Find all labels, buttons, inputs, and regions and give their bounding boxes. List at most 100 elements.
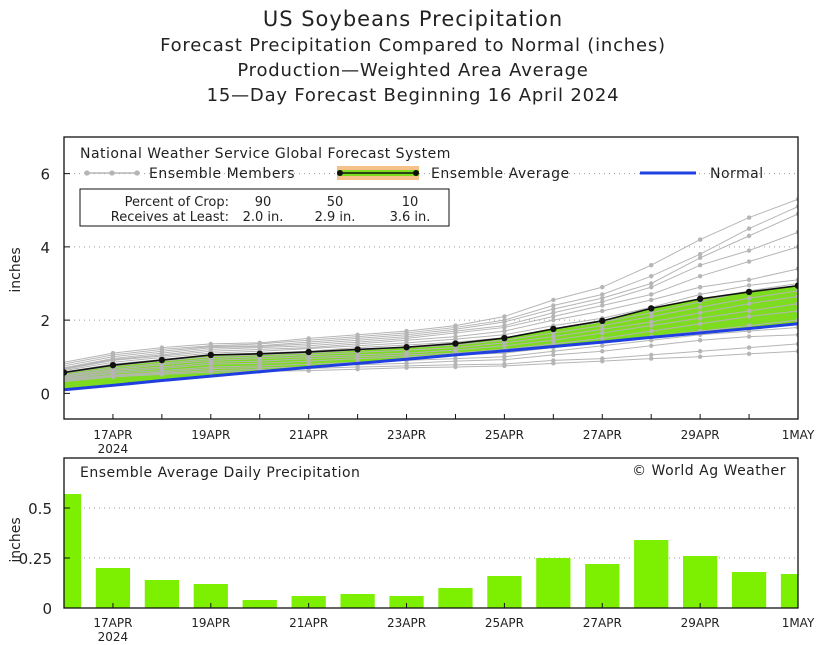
- bottom-x-tick-label: 17APR: [93, 616, 132, 630]
- daily-precip-bar: [487, 576, 522, 608]
- chart-titles: US Soybeans Precipitation Forecast Preci…: [0, 6, 826, 108]
- bottom-x-tick-label: 1MAY: [782, 616, 815, 630]
- legend-members-dot: [109, 170, 115, 176]
- crop-percent-90: 90: [255, 195, 272, 210]
- ensemble-member-point: [746, 345, 752, 350]
- ensemble-member-line: [64, 310, 798, 378]
- top-x-tick-label: 25APR: [485, 428, 524, 442]
- ensemble-member-point: [649, 343, 654, 348]
- crop-amount-10: 3.6 in.: [390, 210, 431, 225]
- ensemble-member-line: [64, 295, 798, 376]
- ensemble-average-point: [305, 348, 312, 356]
- ensemble-member-line: [64, 350, 798, 383]
- bottom-x-tick-label: 23APR: [387, 616, 426, 630]
- ensemble-member-line: [64, 343, 798, 382]
- ensemble-member-point: [649, 356, 654, 361]
- bottom-y-tick-label: 0.5: [28, 500, 52, 518]
- ensemble-average-point: [648, 305, 655, 312]
- bottom-x-tick-label: 29APR: [681, 616, 720, 630]
- ensemble-member-point: [746, 314, 752, 319]
- ensemble-member-point: [697, 262, 703, 268]
- ensemble-member-point: [649, 281, 654, 286]
- ensemble-member-point: [600, 284, 605, 290]
- legend-ensemble-members: Ensemble Members: [84, 166, 294, 182]
- daily-bars: [64, 494, 798, 608]
- ensemble-member-point: [551, 334, 556, 339]
- ensemble-member-point: [649, 323, 654, 328]
- top-x-tick-label: 19APR: [191, 428, 230, 442]
- ensemble-member-point: [551, 352, 556, 358]
- ensemble-member-line: [64, 334, 798, 380]
- legend-average-dot: [413, 170, 419, 176]
- chart-title: US Soybeans Precipitation: [262, 7, 564, 31]
- legend-ensemble-average: Ensemble Average: [337, 166, 570, 182]
- daily-precip-bar: [634, 540, 669, 608]
- ensemble-member-point: [697, 354, 703, 359]
- legend-members-dot: [134, 170, 140, 176]
- ensemble-member-point: [600, 343, 605, 348]
- ensemble-average-point: [403, 344, 410, 351]
- ensemble-member-point: [649, 338, 654, 343]
- ensemble-member-point: [746, 233, 752, 239]
- ensemble-member-point: [746, 334, 752, 339]
- ensemble-member-point: [697, 255, 703, 261]
- ensemble-average-point: [207, 351, 214, 359]
- ensemble-member-point: [551, 317, 556, 323]
- ensemble-member-point: [208, 369, 213, 375]
- ensemble-member-point: [649, 328, 654, 334]
- top-y-tick-label: 2: [40, 312, 50, 330]
- ensemble-member-point: [551, 338, 556, 343]
- top-y-tick-label: 4: [40, 239, 50, 257]
- ensemble-member-point: [649, 262, 654, 268]
- ensemble-member-point: [404, 365, 409, 370]
- ensemble-member-point: [600, 323, 605, 328]
- ensemble-member-point: [746, 248, 752, 253]
- ensemble-member-point: [746, 301, 752, 306]
- ensemble-member-line: [64, 206, 798, 365]
- top-x-tick-year: 2024: [98, 442, 129, 456]
- ensemble-average-point: [158, 356, 166, 364]
- bottom-y-tick-label: 0: [42, 600, 52, 618]
- ensemble-average-point: [696, 295, 704, 303]
- ensemble-average-points: [64, 282, 798, 376]
- ensemble-member-point: [649, 314, 654, 319]
- ensemble-average-point: [64, 369, 68, 376]
- ensemble-member-point: [600, 327, 605, 332]
- legend-normal-label: Normal: [710, 166, 764, 182]
- ensemble-member-point: [649, 297, 654, 303]
- ensemble-member-point: [600, 349, 605, 354]
- ensemble-member-line: [64, 279, 798, 372]
- daily-precip-bar: [95, 568, 131, 608]
- top-x-tick-label: 29APR: [681, 428, 720, 442]
- legend-average-label: Ensemble Average: [431, 166, 570, 182]
- ensemble-member-point: [502, 363, 507, 369]
- ensemble-member-point: [649, 292, 654, 297]
- ensemble-member-point: [551, 310, 556, 315]
- crop-amount-90: 2.0 in.: [243, 210, 284, 225]
- ensemble-member-point: [649, 352, 654, 358]
- ensemble-member-point: [746, 283, 752, 288]
- ensemble-member-point: [697, 237, 703, 242]
- ensemble-member-line: [64, 213, 798, 367]
- ensemble-member-line: [64, 326, 798, 380]
- ensemble-member-line: [64, 231, 798, 369]
- chart-subtitle-1: Forecast Precipitation Compared to Norma…: [160, 35, 666, 56]
- daily-precip-bar: [389, 596, 424, 608]
- ensemble-average-point: [794, 282, 798, 289]
- legend-normal: Normal: [640, 166, 764, 182]
- ensemble-member-point: [649, 273, 654, 279]
- ensemble-member-point: [746, 259, 752, 264]
- crop-receives-table: Percent of Crop: Receives at Least: 90 5…: [79, 188, 450, 227]
- ensemble-member-point: [551, 306, 556, 312]
- ensemble-member-point: [502, 325, 507, 330]
- ensemble-member-point: [159, 372, 165, 377]
- daily-precip-bar: [731, 572, 767, 608]
- ensemble-member-point: [600, 330, 605, 336]
- ensemble-member-point: [600, 303, 605, 308]
- ensemble-member-point: [746, 277, 752, 283]
- top-x-tick-label: 21APR: [289, 428, 328, 442]
- ensemble-member-point: [110, 374, 116, 380]
